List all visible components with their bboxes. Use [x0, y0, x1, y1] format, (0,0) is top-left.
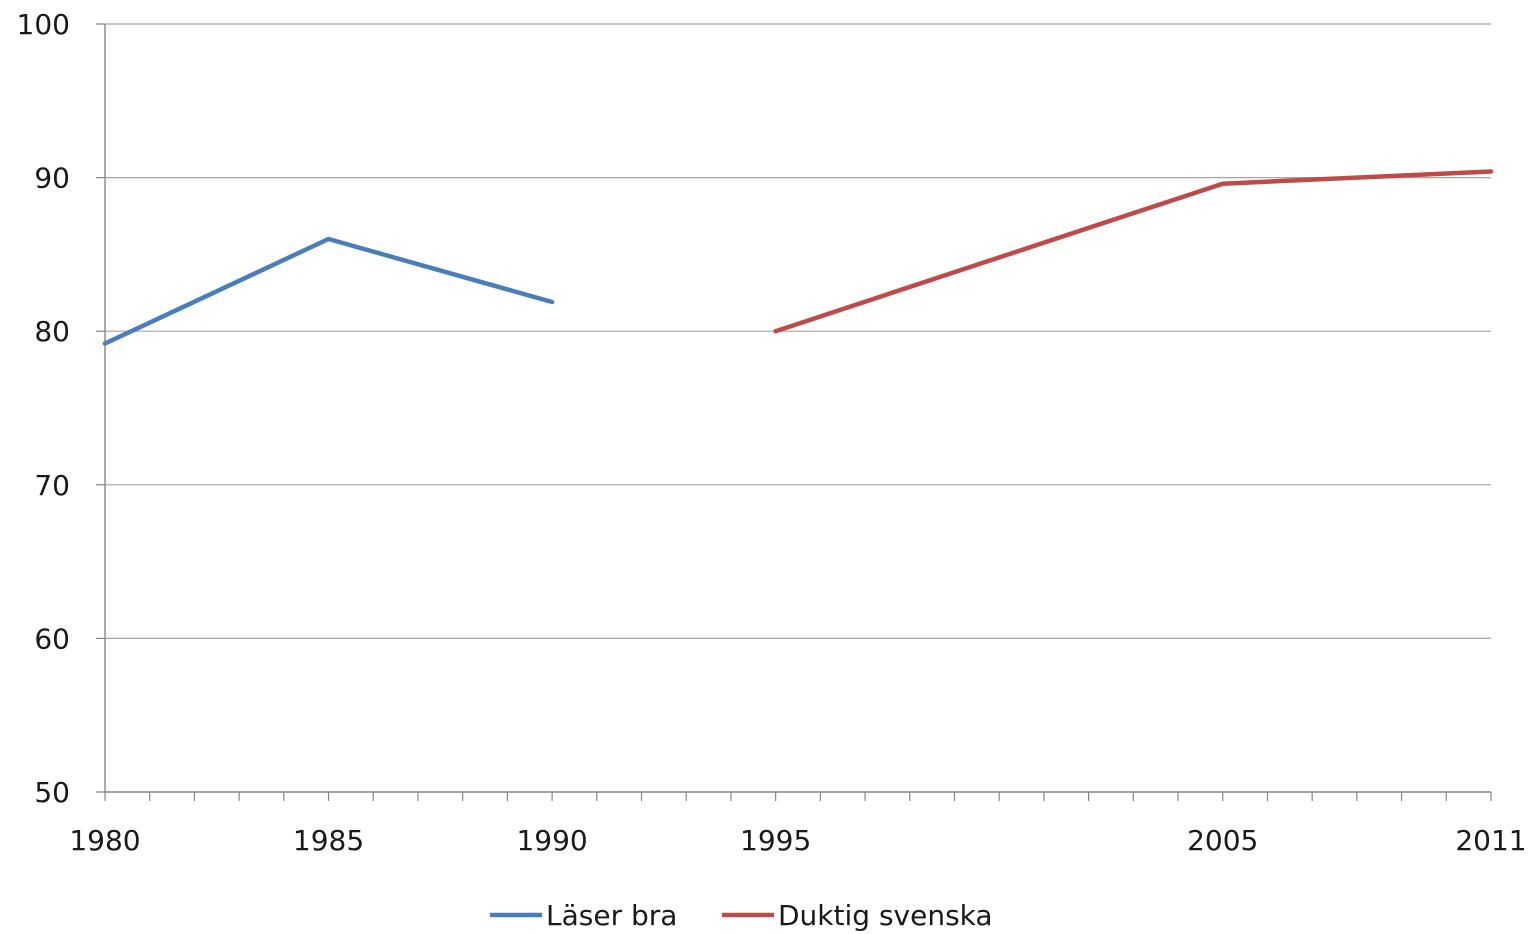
y-tick-label: 70 [34, 469, 70, 502]
y-tick-label: 90 [34, 162, 70, 195]
legend: Läser bra Duktig svenska [490, 899, 993, 932]
x-tick-label: 1995 [740, 824, 811, 857]
x-tick-label: 1985 [293, 824, 364, 857]
x-tick-label: 2005 [1187, 824, 1258, 857]
legend-label-1: Läser bra [546, 899, 677, 932]
y-tick-labels: 50 60 70 80 90 100 [17, 8, 70, 809]
y-tick-label: 80 [34, 315, 70, 348]
series-lines [102, 169, 1494, 346]
series-line-1 [102, 236, 555, 346]
x-tick-labels: 1980 1985 1990 1995 2005 2011 [69, 824, 1526, 857]
axes [96, 23, 1492, 801]
y-tick-label: 50 [34, 776, 70, 809]
legend-label-2: Duktig svenska [778, 899, 993, 932]
gridlines [105, 23, 1491, 640]
series-line-2 [773, 169, 1494, 334]
x-tick-label: 1980 [69, 824, 140, 857]
y-tick-label: 60 [34, 622, 70, 655]
x-tick-label: 1990 [516, 824, 587, 857]
x-tick-label: 2011 [1455, 824, 1526, 857]
y-tick-label: 100 [17, 8, 70, 41]
